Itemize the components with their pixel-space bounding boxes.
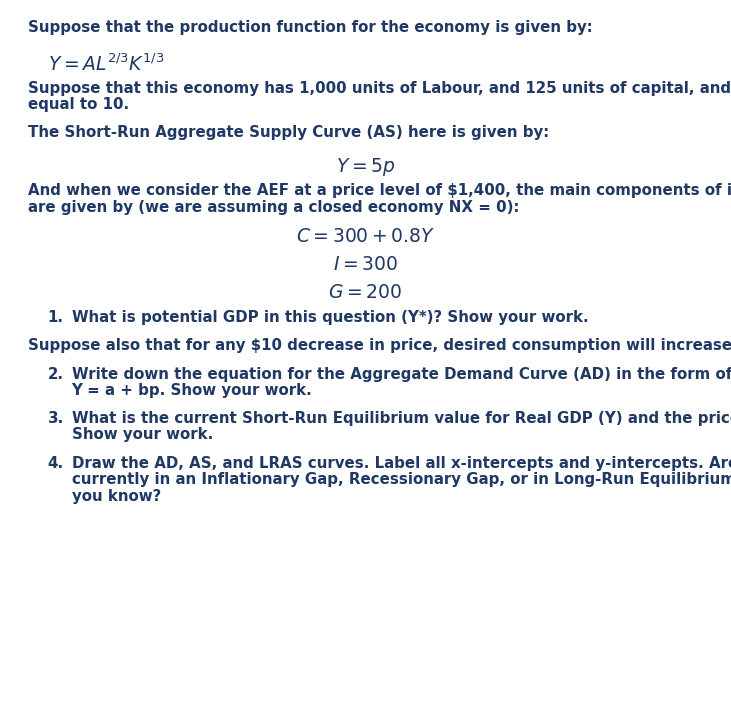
Text: What is the current Short-Run Equilibrium value for Real GDP (Y) and the price l: What is the current Short-Run Equilibriu… <box>72 411 731 426</box>
Text: $\mathit{Y} = 5\mathit{p}$: $\mathit{Y} = 5\mathit{p}$ <box>336 156 395 178</box>
Text: Suppose that this economy has 1,000 units of Labour, and 125 units of capital, a: Suppose that this economy has 1,000 unit… <box>28 81 731 96</box>
Text: $\mathit{G} = 200$: $\mathit{G} = 200$ <box>328 283 403 302</box>
Text: $\mathit{I} = 300$: $\mathit{I} = 300$ <box>333 255 398 274</box>
Text: Write down the equation for the Aggregate Demand Curve (AD) in the form of: Write down the equation for the Aggregat… <box>72 367 731 381</box>
Text: Show your work.: Show your work. <box>72 427 213 442</box>
Text: 3.: 3. <box>48 411 64 426</box>
Text: 1.: 1. <box>48 310 64 325</box>
Text: 4.: 4. <box>48 456 64 471</box>
Text: Suppose also that for any \$10 decrease in price, desired consumption will incre: Suppose also that for any \$10 decrease … <box>28 338 731 353</box>
Text: Draw the AD, AS, and LRAS curves. Label all x-intercepts and y-intercepts. Are w: Draw the AD, AS, and LRAS curves. Label … <box>72 456 731 471</box>
Text: equal to 10.: equal to 10. <box>28 97 129 112</box>
Text: you know?: you know? <box>72 489 161 503</box>
Text: The Short-Run Aggregate Supply Curve (AS) here is given by:: The Short-Run Aggregate Supply Curve (AS… <box>28 125 549 140</box>
Text: Y = a + bp. Show your work.: Y = a + bp. Show your work. <box>72 383 312 398</box>
Text: What is potential GDP in this question (Y*)? Show your work.: What is potential GDP in this question (… <box>72 310 588 325</box>
Text: And when we consider the AEF at a price level of $1,400, the main components of : And when we consider the AEF at a price … <box>28 183 731 198</box>
Text: are given by (we are assuming a closed economy NX = 0):: are given by (we are assuming a closed e… <box>28 200 519 214</box>
Text: $\mathit{C} = 300 + 0.8\mathit{Y}$: $\mathit{C} = 300 + 0.8\mathit{Y}$ <box>296 227 435 246</box>
Text: Suppose that the production function for the economy is given by:: Suppose that the production function for… <box>28 20 592 35</box>
Text: 2.: 2. <box>48 367 64 381</box>
Text: $\mathit{Y} = \mathit{A}\mathit{L}^{2/3}\mathit{K}^{1/3}$: $\mathit{Y} = \mathit{A}\mathit{L}^{2/3}… <box>48 54 164 75</box>
Text: currently in an Inflationary Gap, Recessionary Gap, or in Long-Run Equilibrium? : currently in an Inflationary Gap, Recess… <box>72 472 731 487</box>
